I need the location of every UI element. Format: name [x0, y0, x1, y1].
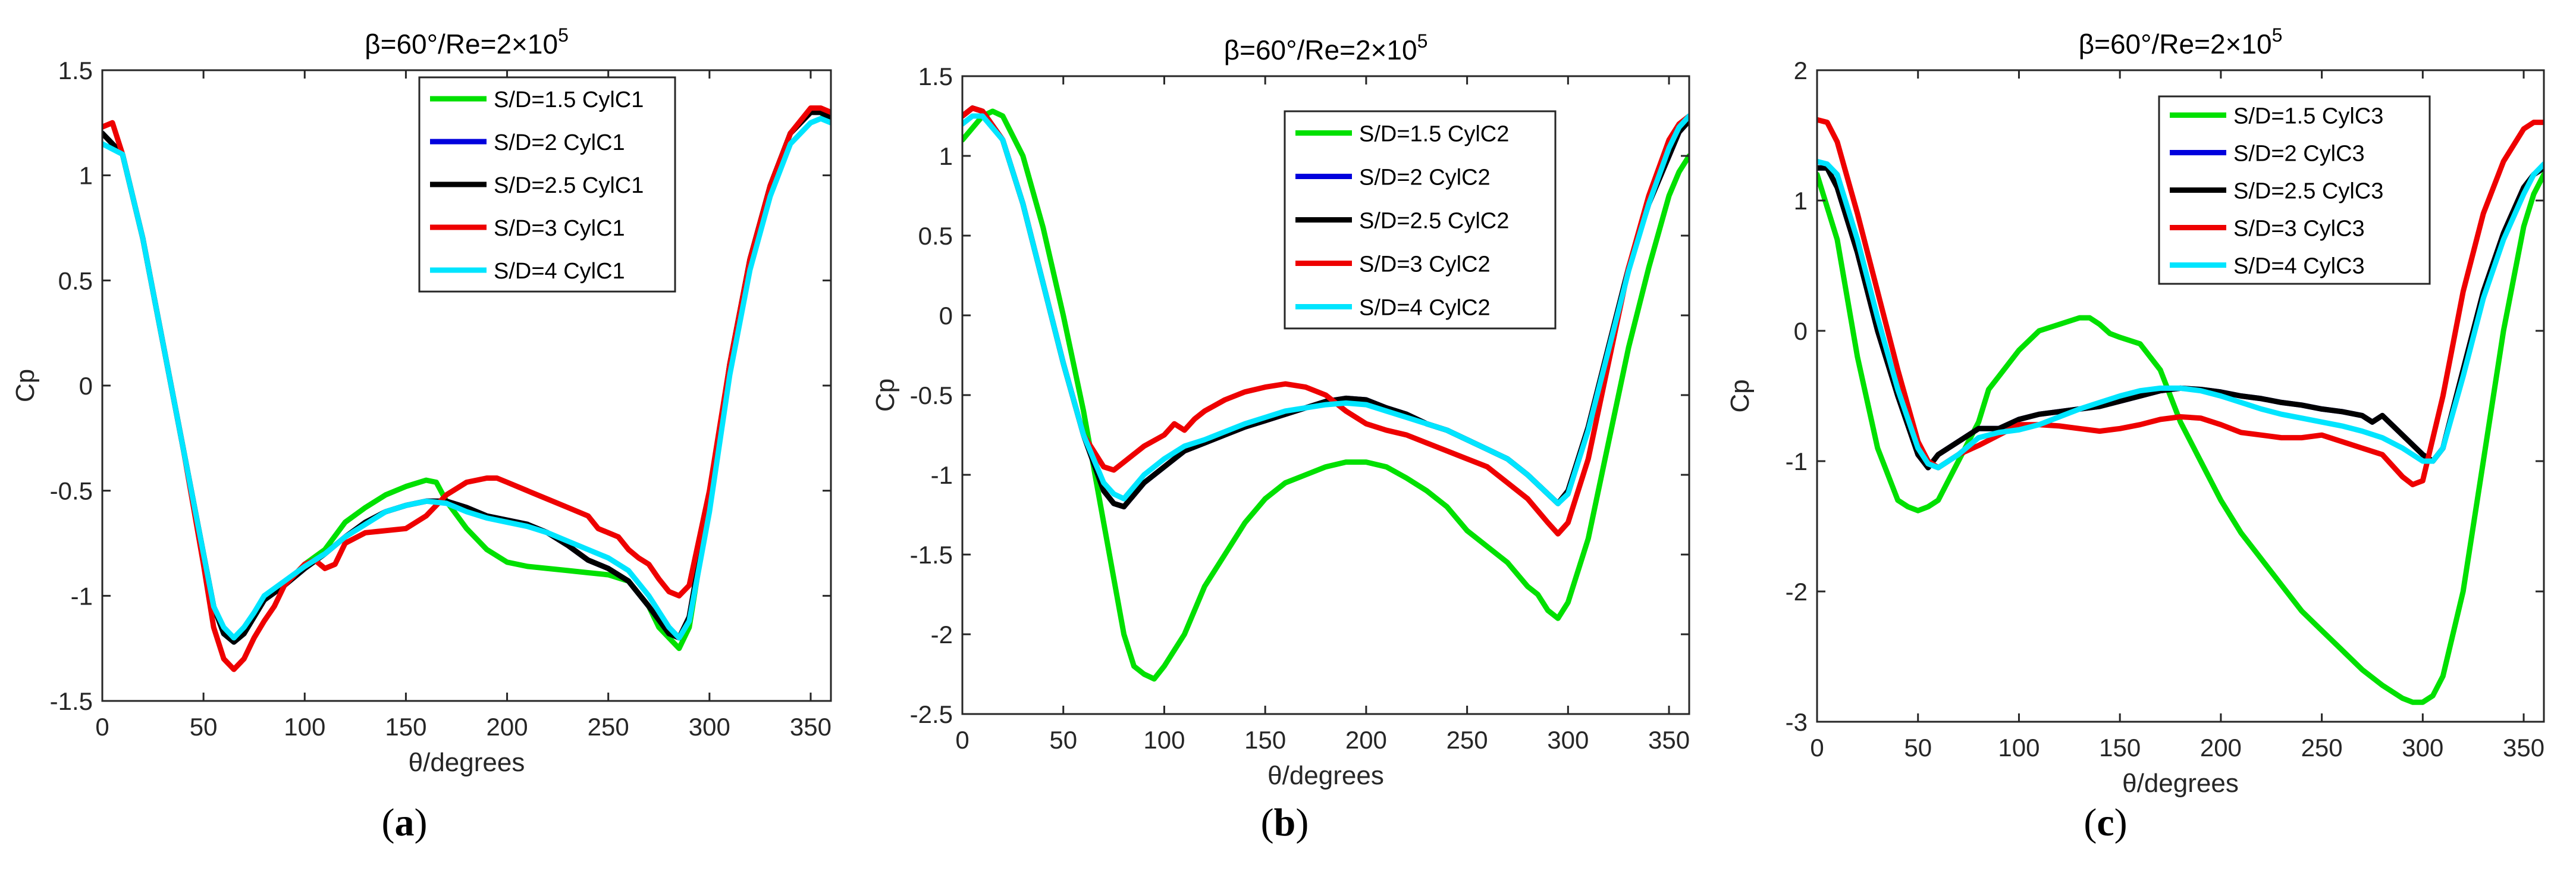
y-tick-label: 0 — [939, 302, 953, 330]
x-axis-label-a: θ/degrees — [409, 748, 525, 777]
y-tick-label: -1.5 — [910, 541, 953, 569]
caption-c-label: c — [2097, 801, 2114, 844]
series-line-c-1 — [1817, 171, 2544, 705]
y-tick-label: 1.5 — [918, 62, 953, 90]
x-axis-label-b: θ/degrees — [1267, 761, 1384, 790]
y-tick-label: 0 — [79, 372, 93, 400]
legend-entry: S/D=1.5 CylC2 — [1359, 122, 1509, 147]
y-tick-label: 0.5 — [58, 267, 93, 295]
y-tick-label: -1 — [71, 582, 93, 610]
legend-c: S/D=1.5 CylC3 S/D=2 CylC3 S/D=2.5 CylC3 S/D… — [2158, 95, 2431, 285]
y-tick-label: 1 — [1794, 187, 1808, 215]
legend-entry: S/D=2 CylC3 — [2233, 142, 2365, 167]
x-tick-label: 350 — [2503, 734, 2544, 762]
x-tick-label: 0 — [95, 713, 109, 741]
chart-title-b: β=60°/Re=2×105 — [1224, 30, 1428, 65]
x-tick-label: 50 — [1049, 726, 1077, 754]
y-tick-label: -1.5 — [50, 687, 93, 715]
caption-b: (b) — [1260, 801, 1309, 844]
x-tick-label: 200 — [2200, 734, 2242, 762]
y-tick-label: -2 — [1786, 578, 1808, 606]
legend-entry: S/D=2.5 CylC3 — [2233, 179, 2383, 204]
x-tick-label: 100 — [284, 713, 325, 741]
x-tick-label: 350 — [790, 713, 832, 741]
chart-panel-a: 0 50 100 150 200 250 300 350 -1.5 -1 -0.5 0 0.5 1 1.5 β… — [11, 24, 832, 777]
y-tick-label: -1 — [931, 461, 953, 489]
x-tick-label: 300 — [2402, 734, 2443, 762]
legend-entry: S/D=3 CylC2 — [1359, 252, 1491, 277]
legend-entry: S/D=1.5 CylC1 — [494, 87, 644, 112]
x-tick-label: 250 — [1447, 726, 1488, 754]
legend-entry: S/D=2 CylC2 — [1359, 165, 1491, 190]
x-tick-label: 150 — [2099, 734, 2141, 762]
legend-entry: S/D=2.5 CylC2 — [1359, 209, 1509, 234]
y-tick-label: 1.5 — [58, 57, 93, 84]
legend-entry: S/D=4 CylC3 — [2233, 254, 2365, 279]
legend-entry: S/D=3 CylC1 — [494, 216, 625, 241]
legend-entry: S/D=4 CylC2 — [1359, 296, 1491, 321]
legend-entry: S/D=2 CylC1 — [494, 130, 625, 155]
x-tick-label: 100 — [1143, 726, 1185, 754]
x-tick-label: 150 — [1244, 726, 1286, 754]
x-tick-label: 200 — [1345, 726, 1387, 754]
x-tick-label: 0 — [955, 726, 969, 754]
y-tick-label: 0 — [1794, 317, 1808, 345]
caption-a-label: a — [394, 801, 415, 844]
caption-b-label: b — [1273, 801, 1296, 844]
x-tick-label: 100 — [1998, 734, 2040, 762]
series-line-a-5 — [102, 115, 831, 641]
legend-a: S/D=1.5 CylC1 S/D=2 CylC1 S/D=2.5 CylC1 S/D… — [418, 76, 676, 293]
series-lines-a — [102, 105, 831, 672]
chart-title-a: β=60°/Re=2×105 — [365, 24, 569, 60]
series-lines-c — [1817, 117, 2544, 705]
series-line-c-5 — [1817, 158, 2544, 471]
chart-panel-b: 0 50 100 150 200 250 300 350 -2.5 -2 -1.5 -1 -0.5 0 0.… — [871, 30, 1690, 790]
caption-a: (a) — [381, 801, 428, 844]
y-tick-label: 1 — [79, 162, 93, 190]
y-tick-label: -0.5 — [50, 477, 93, 505]
legend-entry: S/D=1.5 CylC3 — [2233, 104, 2383, 129]
y-axis-label-b: Cp — [871, 378, 900, 412]
legend-entry: S/D=3 CylC3 — [2233, 217, 2365, 242]
y-axis-label-c: Cp — [1725, 379, 1755, 412]
y-tick-label: 2 — [1794, 57, 1808, 84]
series-line-b-5 — [962, 113, 1689, 506]
chart-panel-c: 0 50 100 150 200 250 300 350 -3 -2 -1 0 1 2 β=60°/Re=2… — [1725, 24, 2545, 798]
legend-b: S/D=1.5 CylC2 S/D=2 CylC2 S/D=2.5 CylC2 S/D… — [1284, 110, 1557, 330]
y-axis-label-a: Cp — [11, 369, 40, 402]
y-tick-label: -2 — [931, 621, 953, 649]
y-tick-label: -2.5 — [910, 700, 953, 728]
x-tick-label: 200 — [487, 713, 528, 741]
x-tick-label: 0 — [1810, 734, 1824, 762]
caption-c: (c) — [2084, 801, 2128, 844]
series-line-a-4 — [102, 105, 831, 672]
x-tick-label: 50 — [1904, 734, 1932, 762]
series-line-b-1 — [962, 108, 1689, 682]
x-axis-label-c: θ/degrees — [2122, 769, 2239, 798]
x-tick-label: 300 — [1547, 726, 1589, 754]
x-tick-label: 250 — [588, 713, 629, 741]
x-tick-label: 250 — [2301, 734, 2343, 762]
legend-entry: S/D=2.5 CylC1 — [494, 173, 644, 198]
x-tick-label: 50 — [190, 713, 218, 741]
x-tick-label: 150 — [385, 713, 426, 741]
y-tick-label: -3 — [1786, 708, 1808, 736]
legend-entry: S/D=4 CylC1 — [494, 259, 625, 284]
series-lines-b — [962, 105, 1689, 682]
plot-frame-c — [1816, 69, 2545, 723]
x-tick-label: 350 — [1648, 726, 1690, 754]
y-tick-label: 0.5 — [918, 222, 953, 250]
y-tick-label: -0.5 — [910, 381, 953, 409]
x-tick-label: 300 — [689, 713, 730, 741]
y-tick-label: 1 — [939, 142, 953, 170]
y-tick-label: -1 — [1786, 447, 1808, 475]
chart-title-c: β=60°/Re=2×105 — [2079, 24, 2283, 60]
